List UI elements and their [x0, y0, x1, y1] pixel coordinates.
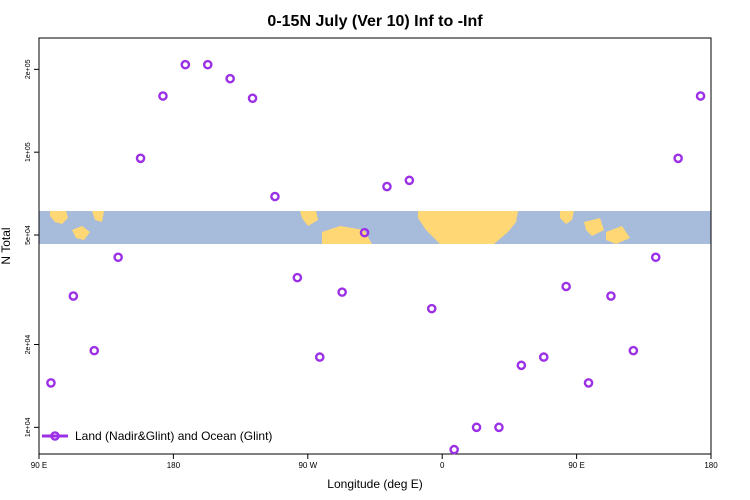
data-point	[695, 91, 706, 101]
x-tick: 90 E	[31, 454, 47, 470]
x-tick-label: 90 E	[31, 461, 47, 470]
x-tick-label: 180	[167, 461, 181, 470]
data-point	[202, 59, 213, 70]
data-point	[337, 287, 347, 297]
data-point	[404, 175, 415, 186]
data-point	[471, 422, 482, 433]
land-mass	[606, 226, 630, 244]
data-point	[583, 378, 594, 388]
data-point	[426, 303, 437, 314]
data-point	[158, 91, 168, 101]
data-point	[89, 345, 100, 356]
data-point	[359, 227, 370, 238]
data-point	[180, 59, 191, 70]
data-point	[113, 252, 123, 263]
x-tick-label: 0	[440, 461, 445, 470]
data-point	[673, 153, 683, 164]
data-point	[225, 73, 235, 84]
y-tick-label: 1e+05	[25, 142, 32, 162]
data-point	[561, 281, 571, 292]
data-point	[449, 444, 459, 455]
x-tick-label: 180	[704, 461, 718, 470]
land-mass	[584, 218, 604, 236]
y-axis-label: N Total	[0, 227, 13, 264]
plot-frame	[38, 37, 712, 455]
data-point	[46, 378, 56, 388]
land-mass	[322, 226, 372, 244]
land-mass	[92, 211, 104, 222]
x-tick: 180	[704, 454, 718, 470]
legend-marker-swatch	[50, 431, 60, 441]
y-tick: 5e+04	[25, 225, 39, 245]
x-tick-label: 90 E	[568, 461, 584, 470]
y-axis: 1e+04 2e+04 5e+04 1e+05 2e+05	[25, 59, 39, 437]
legend-label: Land (Nadir&Glint) and Ocean (Glint)	[75, 429, 272, 443]
data-point	[382, 181, 392, 192]
data-point	[292, 272, 303, 283]
data-point	[628, 345, 639, 356]
land-mass	[560, 211, 574, 224]
legend: Land (Nadir&Glint) and Ocean (Glint)	[42, 429, 272, 443]
x-tick: 90 E	[568, 454, 585, 470]
data-point	[650, 252, 661, 263]
data-points	[46, 59, 706, 455]
x-tick: 180	[167, 454, 181, 470]
chart-title: 0-15N July (Ver 10) Inf to -Inf	[267, 13, 483, 30]
data-point	[270, 191, 280, 202]
y-tick: 2e+04	[25, 335, 39, 355]
world-map-band	[39, 211, 711, 244]
data-point	[606, 291, 616, 301]
x-tick-label: 90 W	[298, 461, 317, 470]
data-point	[516, 360, 527, 371]
x-axis: 90 E 180 90 W 0 90 E 180	[31, 454, 718, 470]
x-axis-label: Longitude (deg E)	[327, 477, 422, 491]
data-point	[538, 352, 549, 362]
land-mass	[50, 211, 68, 224]
x-tick: 0	[440, 454, 445, 470]
map-land-masses	[50, 211, 630, 244]
data-point	[247, 93, 258, 104]
y-tick-label: 2e+04	[25, 335, 32, 355]
y-tick-label: 5e+04	[25, 225, 32, 245]
data-point	[68, 291, 79, 301]
y-tick-label: 1e+04	[25, 417, 32, 437]
y-tick-label: 2e+05	[25, 59, 32, 79]
land-mass	[418, 211, 518, 244]
data-point	[314, 352, 325, 362]
y-tick: 2e+05	[25, 59, 39, 79]
y-tick: 1e+04	[25, 417, 39, 437]
y-tick: 1e+05	[25, 142, 39, 162]
x-tick: 90 W	[298, 454, 318, 470]
land-mass	[72, 226, 90, 240]
data-point	[135, 153, 146, 164]
land-mass	[300, 211, 318, 226]
data-point	[494, 422, 504, 433]
